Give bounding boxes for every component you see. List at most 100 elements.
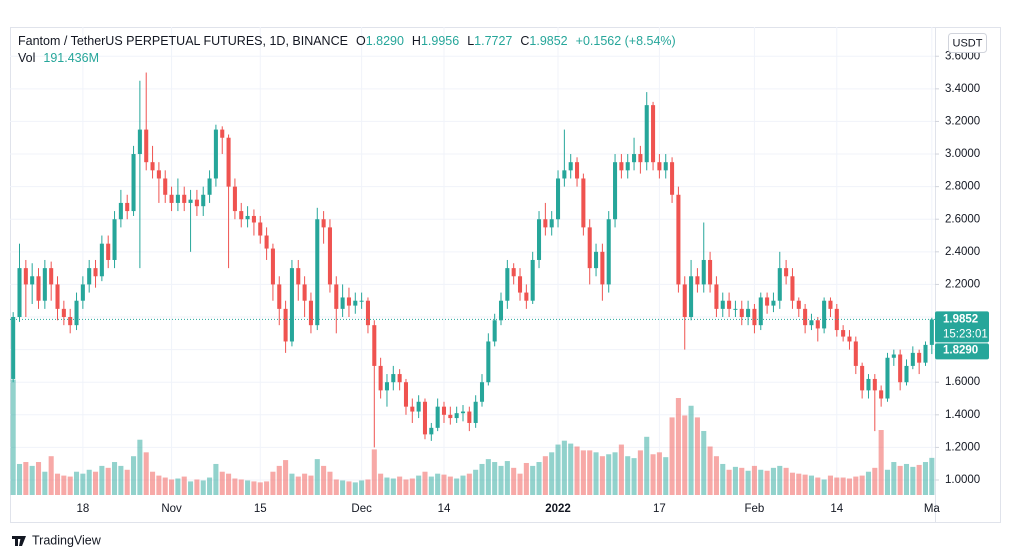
candle-body — [929, 319, 934, 345]
volume-bar — [416, 475, 422, 495]
open-price-label: 1.8290 — [943, 344, 978, 356]
volume-bar — [675, 398, 681, 495]
candle-body — [511, 268, 516, 277]
volume-bar — [916, 464, 922, 495]
y-tick-label: 1.4000 — [945, 409, 980, 421]
x-tick-label: Feb — [745, 503, 765, 515]
candle-body — [505, 268, 510, 301]
candle-body — [327, 227, 332, 285]
volume-bar — [264, 481, 270, 495]
volume-bar — [878, 430, 884, 495]
volume-bar — [435, 473, 441, 495]
volume-bar — [568, 443, 574, 495]
volume-bar — [606, 454, 612, 495]
candle-body — [365, 300, 370, 326]
volume-bar — [359, 480, 365, 495]
candle-body — [885, 357, 890, 399]
candle-body — [784, 268, 789, 277]
candle-body — [587, 227, 592, 269]
candle-body — [194, 199, 199, 207]
candle-body — [619, 162, 624, 171]
volume-bar — [131, 456, 137, 495]
candle-body — [822, 300, 827, 329]
legend-line: Fantom / TetherUS PERPETUAL FUTURES, 1D,… — [18, 34, 676, 48]
candle-body — [150, 162, 155, 171]
candles — [11, 72, 934, 448]
candle-body — [803, 308, 808, 326]
candle-body — [346, 297, 351, 306]
volume-bar — [713, 456, 719, 495]
candle-body — [61, 308, 66, 318]
candle-body — [834, 308, 839, 331]
volume-bar — [726, 469, 732, 495]
candle-body — [36, 276, 41, 301]
volume-bar — [473, 469, 479, 495]
volume-bar — [352, 482, 358, 495]
candle-body — [594, 251, 599, 269]
y-tick-label: 3.6000 — [945, 50, 980, 62]
candle-body — [460, 411, 466, 414]
volume-pane — [10, 379, 935, 495]
candle-body — [562, 170, 567, 179]
volume-bar — [245, 480, 251, 495]
volume-bar — [580, 450, 586, 495]
candle-body — [68, 317, 73, 326]
candle-body — [220, 129, 225, 138]
brand-logo: TradingView — [12, 533, 102, 547]
candle-body — [917, 352, 922, 363]
candle-body — [606, 219, 611, 285]
volume-bar — [35, 462, 42, 495]
candle-body — [625, 162, 630, 171]
volume-last: 191.436M — [43, 51, 99, 65]
candle-body — [758, 297, 763, 326]
volume-bar — [194, 479, 200, 495]
volume-bar — [308, 475, 314, 495]
volume-bar — [663, 457, 669, 495]
currency-label[interactable]: USDT — [953, 37, 983, 49]
candle-body — [296, 268, 301, 285]
candle-body — [701, 259, 706, 285]
volume-bar — [409, 478, 415, 495]
x-tick-label: 15 — [254, 503, 267, 515]
candle-body — [866, 378, 871, 391]
volume-bar — [232, 478, 238, 495]
volume-bar — [764, 470, 770, 495]
candle-body — [600, 251, 605, 285]
volume-bar — [637, 450, 643, 495]
volume-bar — [485, 459, 491, 495]
volume-bar — [118, 465, 124, 495]
candle-body — [23, 268, 28, 285]
candle-body — [733, 308, 738, 310]
ohlc-letter: O — [356, 34, 366, 48]
volume-bar — [865, 471, 872, 495]
volume-bar — [238, 479, 244, 495]
volume-bar — [770, 467, 776, 495]
candle-body — [353, 300, 358, 306]
volume-bar — [466, 473, 472, 495]
y-tick-label: 2.4000 — [945, 246, 980, 258]
candle-body — [74, 300, 79, 326]
candle-body — [860, 365, 865, 391]
candle-body — [752, 308, 757, 326]
volume-bar — [10, 379, 16, 495]
candle-body — [771, 300, 776, 306]
volume-legend: Vol 191.436M — [18, 51, 99, 65]
candle-body — [289, 268, 294, 342]
axes: 1.00001.20001.40001.60001.80002.00002.20… — [10, 50, 989, 515]
volume-bar — [162, 477, 168, 495]
currency-button[interactable] — [948, 33, 987, 53]
candle-body — [473, 401, 478, 423]
volume-bar — [897, 465, 903, 495]
candle-body — [403, 382, 409, 407]
volume-bar — [48, 456, 54, 495]
volume-bar — [226, 473, 232, 495]
volume-bar — [745, 470, 751, 495]
candle-body — [663, 162, 668, 171]
candle-body — [651, 105, 656, 163]
x-tick-label: 14 — [438, 503, 451, 515]
candle-body — [708, 259, 713, 285]
volume-bar — [701, 430, 707, 495]
volume-bar — [283, 460, 289, 495]
volume-bar — [751, 465, 757, 495]
